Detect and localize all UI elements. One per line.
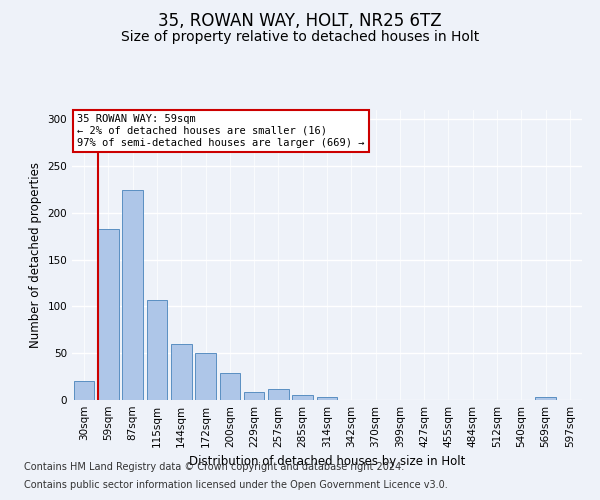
- Bar: [74, 382, 94, 400]
- Bar: [268, 389, 289, 400]
- Bar: [122, 190, 143, 400]
- Text: Contains HM Land Registry data © Crown copyright and database right 2024.: Contains HM Land Registry data © Crown c…: [24, 462, 404, 472]
- Bar: [292, 396, 313, 400]
- Bar: [220, 373, 240, 400]
- Y-axis label: Number of detached properties: Number of detached properties: [29, 162, 42, 348]
- Text: 35 ROWAN WAY: 59sqm
← 2% of detached houses are smaller (16)
97% of semi-detache: 35 ROWAN WAY: 59sqm ← 2% of detached hou…: [77, 114, 365, 148]
- Text: Contains public sector information licensed under the Open Government Licence v3: Contains public sector information licen…: [24, 480, 448, 490]
- Bar: [195, 353, 216, 400]
- Bar: [535, 397, 556, 400]
- Bar: [98, 229, 119, 400]
- X-axis label: Distribution of detached houses by size in Holt: Distribution of detached houses by size …: [189, 456, 465, 468]
- Text: Size of property relative to detached houses in Holt: Size of property relative to detached ho…: [121, 30, 479, 44]
- Bar: [146, 300, 167, 400]
- Bar: [171, 344, 191, 400]
- Bar: [244, 392, 265, 400]
- Text: 35, ROWAN WAY, HOLT, NR25 6TZ: 35, ROWAN WAY, HOLT, NR25 6TZ: [158, 12, 442, 30]
- Bar: [317, 397, 337, 400]
